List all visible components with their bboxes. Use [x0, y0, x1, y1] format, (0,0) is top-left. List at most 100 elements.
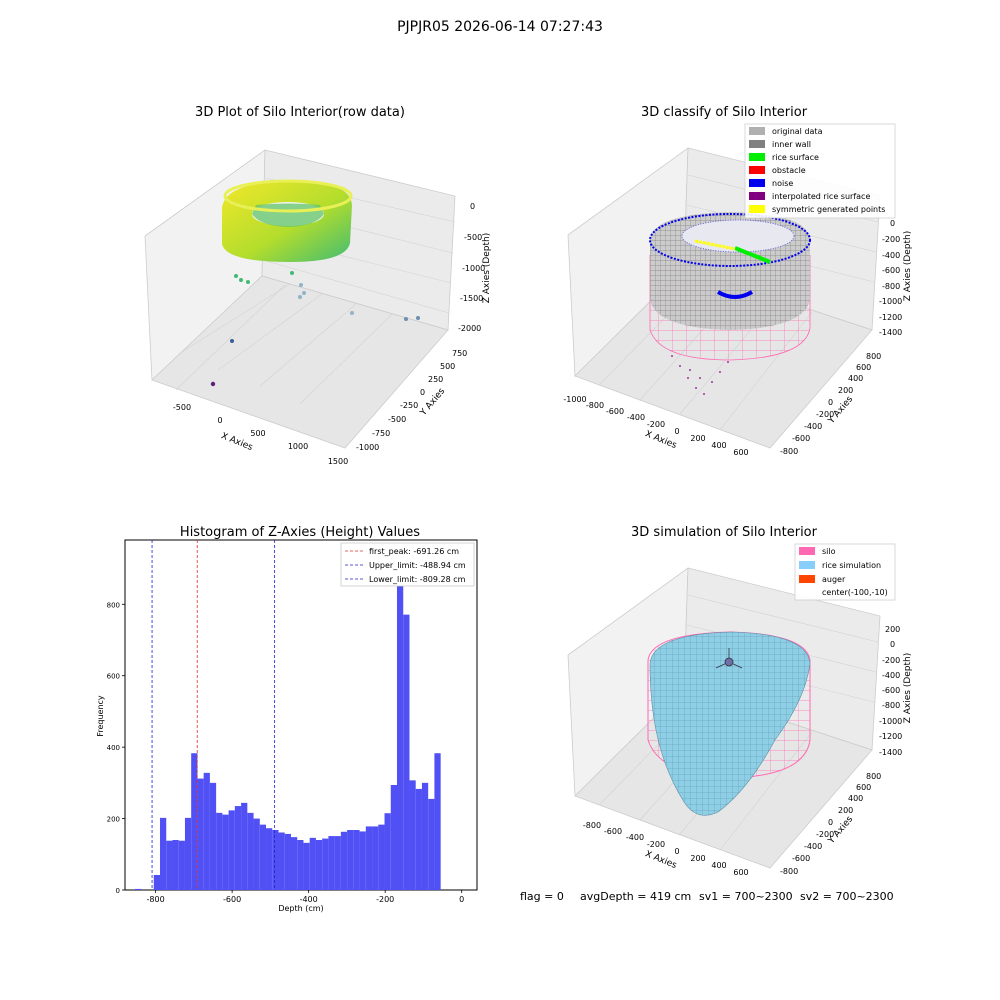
- histogram-ytick-label: 0: [116, 887, 120, 895]
- p1-point: [350, 311, 354, 315]
- panel2-title: 3D classify of Silo Interior: [641, 105, 808, 120]
- p1-ytick: -1000: [356, 443, 379, 452]
- p2-point: [695, 387, 697, 389]
- panel-classify-3d: 3D classify of Silo Interior: [563, 105, 913, 457]
- p4-xtick: -200: [647, 840, 665, 849]
- panel2-xlabel: X Axies: [643, 429, 678, 451]
- p1-point: [234, 274, 238, 278]
- histogram-bar: [228, 810, 235, 890]
- p1-ztick: 0: [470, 202, 475, 211]
- histogram-xtick-label: 0: [459, 895, 464, 904]
- p1-point: [230, 339, 234, 343]
- histogram-bar: [247, 812, 254, 890]
- p2-point: [703, 393, 705, 395]
- p2-ytick: -400: [804, 422, 822, 431]
- legend-swatch-inner-wall: [749, 140, 765, 148]
- p2-ytick: -800: [780, 447, 798, 456]
- histogram-bar: [421, 782, 429, 890]
- histogram-bar: [334, 836, 341, 890]
- histogram-bar: [434, 753, 441, 890]
- p2-xtick: 600: [733, 448, 748, 457]
- panel1-zticks: 0 -500 -1000 -1500 -2000: [458, 202, 485, 333]
- legend-label: symmetric generated points: [772, 205, 885, 214]
- p1-point: [210, 381, 216, 387]
- histogram-bar: [222, 814, 229, 890]
- p2-point: [679, 365, 681, 367]
- legend-label: noise: [772, 179, 793, 188]
- legend-label: auger: [822, 575, 846, 584]
- legend-swatch-interpolated: [749, 192, 765, 200]
- histogram-bar: [278, 832, 285, 890]
- p2-ytick: 400: [848, 374, 863, 383]
- histogram-bar: [365, 826, 373, 890]
- histogram-bar: [372, 826, 379, 890]
- histogram-bar: [390, 785, 397, 890]
- legend-label: inner wall: [772, 140, 811, 149]
- legend-swatch-obstacle: [749, 166, 765, 174]
- p2-xtick: -200: [647, 420, 665, 429]
- p4-ytick: 200: [838, 806, 853, 815]
- p1-ytick: -250: [400, 401, 418, 410]
- figure-suptitle: PJPJR05 2026-06-14 07:27:43: [397, 19, 603, 35]
- histogram-ytick-label: 800: [107, 601, 120, 609]
- histogram-legend: first_peak: -691.26 cm Upper_limit: -488…: [340, 542, 475, 587]
- p2-xtick: -600: [606, 407, 624, 416]
- histogram-bar: [166, 840, 173, 890]
- histogram-bar: [284, 833, 291, 890]
- p1-xtick: 1500: [328, 457, 348, 466]
- legend-swatch-symmetric: [749, 205, 765, 213]
- panel-histogram: Histogram of Z-Axies (Height) Values -80…: [96, 525, 478, 913]
- panel4-yticks: -800 -600 -400 -200 0 200 400 600 800: [780, 772, 881, 876]
- p2-point: [671, 355, 673, 357]
- panel1-scatter-points: [210, 271, 420, 387]
- p4-ztick: -400: [882, 671, 900, 680]
- p4-ztick: -200: [882, 656, 900, 665]
- legend-swatch-noise: [749, 179, 765, 187]
- p2-ztick: -1000: [879, 297, 902, 306]
- histogram-bar: [241, 802, 248, 890]
- p2-ytick: 0: [828, 398, 833, 407]
- p1-ztick: -500: [464, 233, 482, 242]
- panel-raw-3d: 3D Plot of Silo Interior(row data) -500 …: [144, 105, 492, 466]
- histogram-bar: [160, 817, 167, 890]
- legend-label: original data: [772, 127, 823, 136]
- p4-xtick: -800: [583, 821, 601, 830]
- legend-swatch-rice-simulation: [799, 561, 815, 569]
- p4-ztick: -1000: [879, 717, 902, 726]
- histogram-ytick-label: 200: [107, 816, 120, 824]
- histogram-bar: [191, 753, 198, 890]
- p1-xtick: 500: [250, 429, 265, 438]
- histogram-ytick-label: 600: [107, 673, 120, 681]
- p2-ytick: 800: [866, 352, 881, 361]
- histogram-legend-box: [340, 542, 475, 587]
- footer-flag: flag = 0: [520, 890, 564, 903]
- panel1-pane-floor: [151, 275, 449, 449]
- histogram-ylabel: Frequency: [96, 695, 105, 737]
- histogram-bar: [153, 875, 161, 890]
- legend-label: silo: [822, 547, 836, 556]
- p4-xtick: 0: [674, 847, 679, 856]
- panel2-zticks: 0 -200 -400 -600 -800 -1000 -1200 -1400: [879, 219, 902, 337]
- footer-avg-depth: avgDepth = 419 cm: [580, 890, 691, 903]
- histogram-bar: [322, 838, 329, 890]
- legend-label: rice surface: [772, 153, 819, 162]
- panel2-zlabel: Z Axies (Depth): [903, 231, 913, 302]
- p1-ytick: 750: [452, 349, 467, 358]
- histogram-bar: [328, 836, 335, 890]
- panel2-interpolated-points: [671, 355, 729, 395]
- legend-label: interpolated rice surface: [772, 192, 870, 201]
- p2-ztick: -400: [882, 251, 900, 260]
- legend-label: Upper_limit: -488.94 cm: [369, 561, 466, 570]
- footer-sv2: sv2 = 700~2300: [800, 890, 894, 903]
- panel2-xticks: -1000 -800 -600 -400 -200 0 200 400 600: [563, 395, 748, 457]
- p4-ztick: -600: [882, 686, 900, 695]
- p4-ztick: -1200: [879, 732, 902, 741]
- p1-ztick: -1500: [460, 294, 483, 303]
- panel4-title: 3D simulation of Silo Interior: [631, 525, 818, 540]
- p2-ytick: -600: [792, 434, 810, 443]
- histogram-bar: [272, 830, 279, 890]
- histogram-bar: [178, 840, 185, 890]
- histogram-bar: [409, 780, 416, 890]
- p4-ztick: 200: [885, 625, 900, 634]
- panel4-zlabel: Z Axies (Depth): [903, 653, 913, 724]
